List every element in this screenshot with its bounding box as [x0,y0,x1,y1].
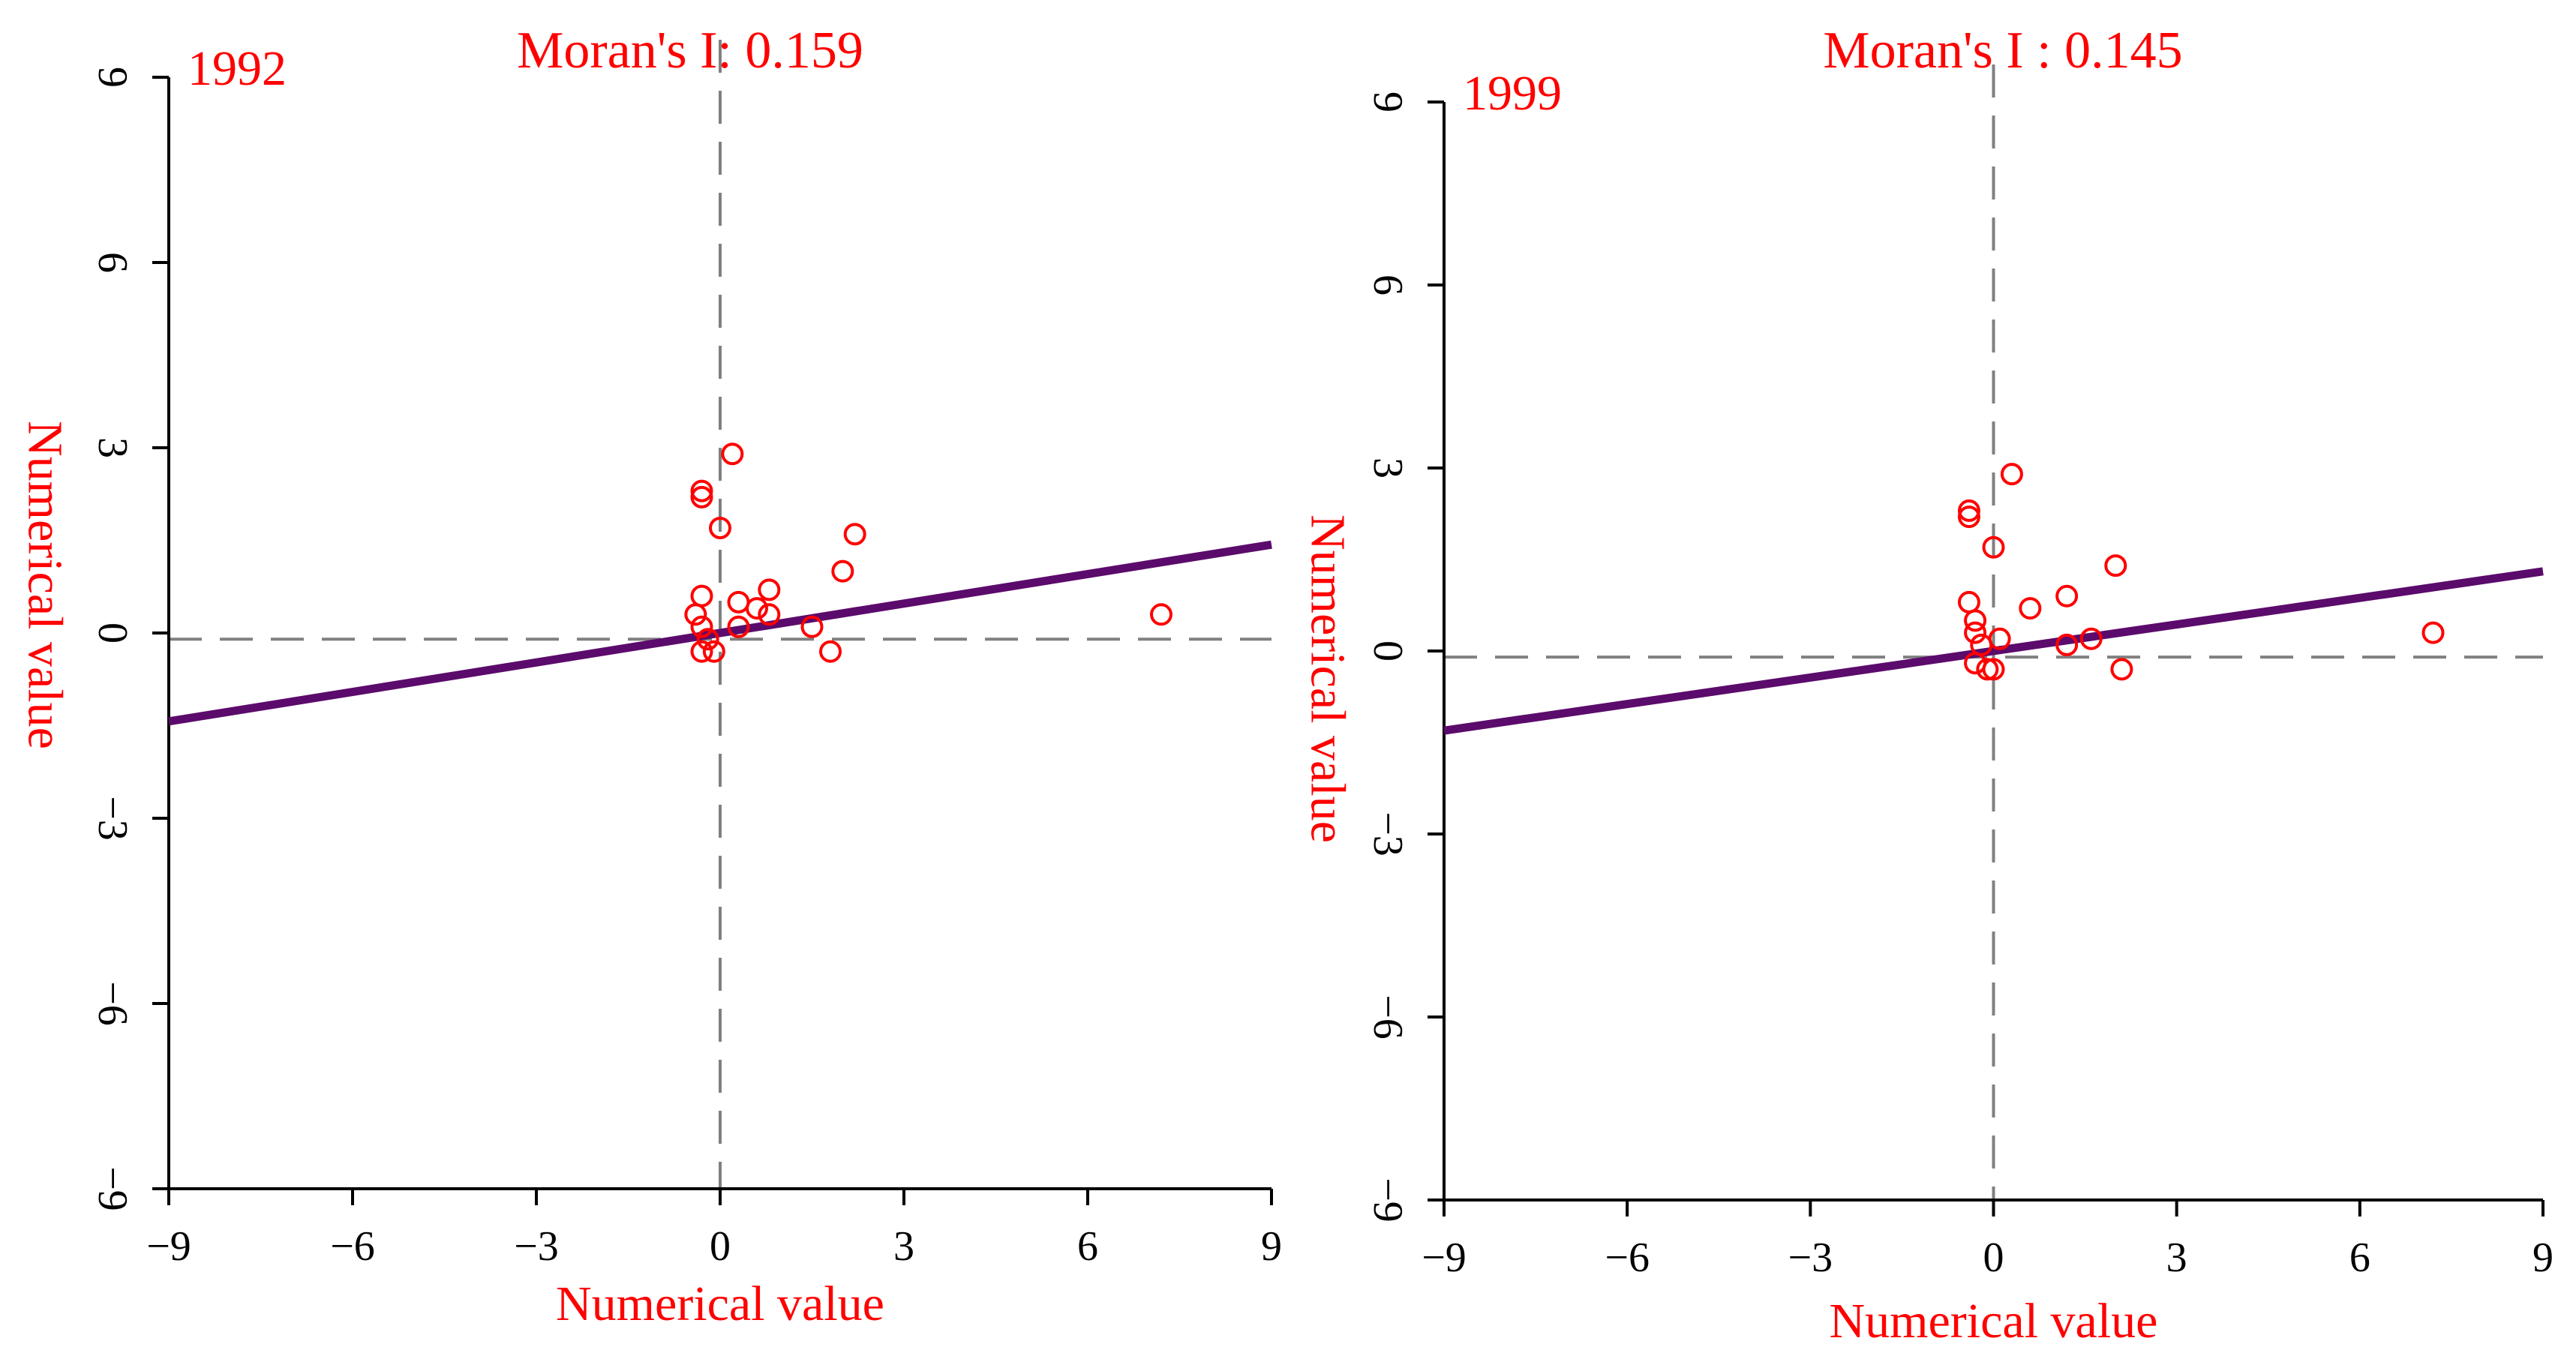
year-label: 1999 [1463,66,1562,121]
x-tick-label: 3 [2166,1234,2187,1281]
regression-fit-line [168,540,1272,726]
x-tick-label: 0 [1983,1234,2004,1281]
x-tick-label: −3 [514,1223,559,1270]
scatterplot-1999: −9 −6 −3 0 3 6 9 −9 −6 −3 0 3 6 9 1999 Moran's I : 0.14… [1301,22,2554,1348]
x-tick-label: 0 [710,1223,731,1270]
data-point [1957,499,1980,522]
scatterplot-1992: −9 −6 −3 0 3 6 9 −9 −6 −3 0 3 6 9 1992 Moran's I: 0.159… [18,22,1283,1331]
data-point [2019,597,2042,620]
regression-fit-line [1443,567,2544,735]
data-point [819,640,842,663]
data-point [709,517,731,540]
x-axis-label: Numerical value [1830,1294,2158,1348]
data-point [758,578,781,602]
y-tick-label: 6 [1365,274,1411,296]
data-point [800,615,824,638]
y-tick-label: 3 [89,437,136,458]
x-tick-label: 6 [2349,1234,2370,1281]
data-point [684,603,707,626]
data-point [843,523,866,546]
y-tick-label: −9 [1365,1178,1411,1222]
data-point [2110,658,2133,681]
data-point [1976,658,1999,681]
y-tick-label: −9 [89,1166,136,1211]
data-point [2104,554,2127,578]
x-tick-label: −3 [1788,1234,1833,1281]
chart-title: Moran's I : 0.145 [1823,22,2182,80]
data-point [1957,590,1980,614]
data-point [746,597,768,620]
x-tick-label: −6 [330,1223,375,1270]
x-tick-label: −9 [1422,1234,1467,1281]
data-point [721,442,744,466]
data-point [1982,658,2005,681]
data-point [727,590,750,614]
x-tick-label: −9 [146,1223,191,1270]
y-tick-label: 9 [1365,92,1411,112]
data-point [831,560,854,583]
data-point [690,485,713,508]
y-tick-label: −3 [1365,812,1411,856]
data-point [1964,621,1987,644]
y-tick-label: 9 [89,67,136,88]
data-point [1957,506,1980,529]
y-tick-label: −6 [89,981,136,1026]
data-point [727,615,750,638]
data-point [690,615,713,638]
y-tick-label: 0 [1365,640,1411,662]
y-tick-label: −3 [89,796,136,841]
data-point [2055,633,2079,656]
x-tick-label: 9 [2532,1234,2553,1281]
data-point [2000,463,2023,486]
data-point [2055,584,2079,608]
y-axis-label: Numerical value [18,421,73,749]
x-axis-label: Numerical value [556,1276,884,1331]
year-label: 1992 [188,41,287,96]
data-point [758,603,781,626]
data-point [690,479,713,502]
data-point [1964,609,1987,632]
y-tick-label: 3 [1365,458,1411,478]
chart-title: Moran's I: 0.159 [517,22,863,80]
data-point [1982,536,2005,559]
data-point [2421,621,2445,644]
data-point [690,584,713,608]
data-point [690,640,713,663]
y-axis-label: Numerical value [1301,514,1356,843]
y-tick-label: 6 [89,252,136,273]
x-tick-label: −6 [1605,1234,1650,1281]
x-tick-label: 9 [1261,1223,1282,1270]
y-tick-label: −6 [1365,994,1411,1040]
data-point [2079,627,2103,650]
data-point [696,628,719,651]
y-tick-label: 0 [89,622,136,644]
data-point [1150,603,1172,626]
data-point [702,640,725,663]
x-tick-label: 3 [893,1223,914,1270]
x-tick-label: 6 [1077,1223,1098,1270]
